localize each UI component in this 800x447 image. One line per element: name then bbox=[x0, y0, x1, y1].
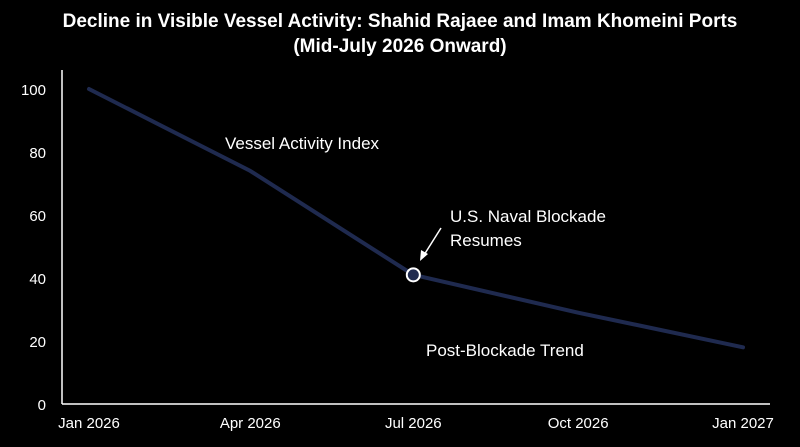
y-tick-label: 80 bbox=[29, 145, 46, 162]
y-tick-label: 60 bbox=[29, 208, 46, 225]
y-tick-label: 40 bbox=[29, 271, 46, 288]
x-tick-label: Jul 2026 bbox=[385, 415, 442, 432]
y-tick-label: 20 bbox=[29, 334, 46, 351]
x-tick-label: Oct 2026 bbox=[548, 415, 609, 432]
event-arrow-head bbox=[420, 250, 428, 261]
blockade-marker bbox=[405, 267, 421, 283]
x-tick-label: Apr 2026 bbox=[220, 415, 281, 432]
y-tick-label: 100 bbox=[21, 82, 46, 99]
series-label: Vessel Activity Index bbox=[225, 134, 380, 153]
series-layer bbox=[87, 87, 745, 350]
axes bbox=[61, 70, 770, 405]
y-tick-label: 0 bbox=[38, 397, 46, 414]
event-label-line2: Resumes bbox=[450, 231, 522, 250]
event-arrow-shaft bbox=[423, 227, 442, 256]
annotations-layer: Vessel Activity Index U.S. Naval Blockad… bbox=[225, 134, 606, 360]
event-label-line1: U.S. Naval Blockade bbox=[450, 207, 606, 226]
x-tick-label: Jan 2026 bbox=[58, 415, 120, 432]
series-line bbox=[87, 87, 745, 350]
chart-title: Decline in Visible Vessel Activity: Shah… bbox=[62, 11, 738, 32]
chart-subtitle: (Mid-July 2026 Onward) bbox=[293, 36, 507, 57]
trend-label: Post-Blockade Trend bbox=[426, 341, 584, 360]
tick-labels: 0 20 40 60 80 100 Jan 2026 Apr 2026 Jul 2026 Oct … bbox=[21, 82, 774, 432]
x-tick-label: Jan 2027 bbox=[712, 415, 774, 432]
